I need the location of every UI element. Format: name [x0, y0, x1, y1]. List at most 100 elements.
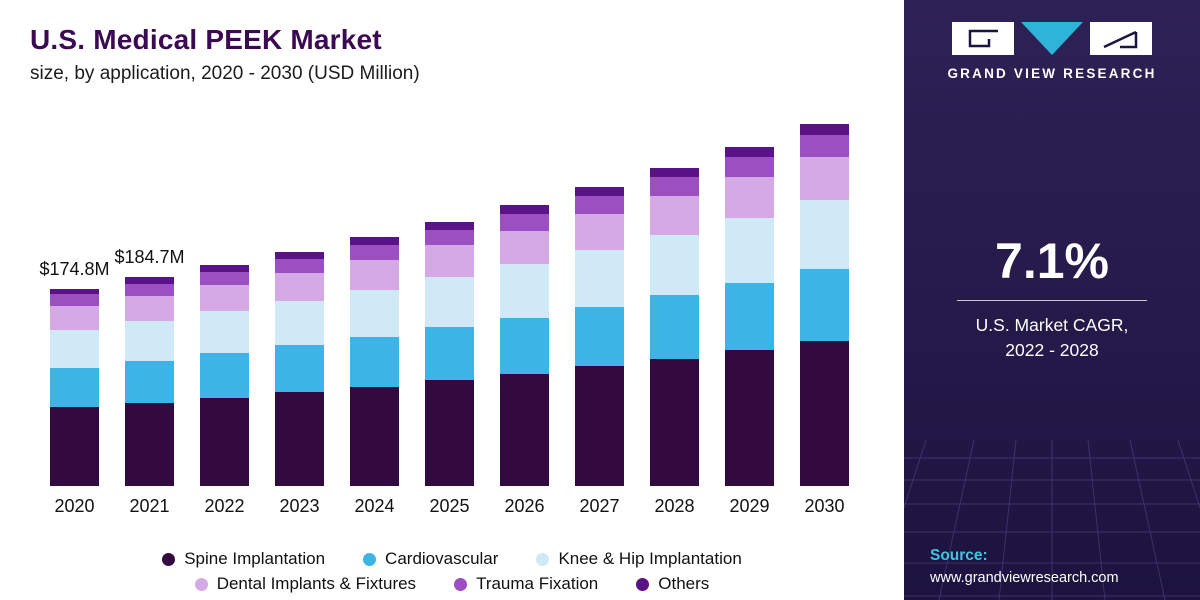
x-axis-label: 2029 [729, 496, 770, 516]
bar-total-label: $184.7M [114, 247, 185, 268]
bar-segment-spine-implantation [350, 386, 399, 486]
bar-segment-trauma-fixation [350, 245, 399, 260]
bar-column: 2029 [725, 146, 774, 518]
bar-column: 2023 [275, 251, 324, 518]
x-axis-label: 2025 [429, 496, 470, 516]
legend-dot [536, 552, 550, 566]
bar-stack [425, 221, 474, 486]
bar-segment-spine-implantation [725, 350, 774, 486]
bar-segment-others [800, 124, 849, 136]
mesh-decoration [904, 439, 1200, 600]
bar-segment-dental-implants-fixtures [650, 196, 699, 235]
bar-stack [500, 205, 549, 486]
bar-segment-dental-implants-fixtures [575, 214, 624, 250]
bar-segment-spine-implantation [800, 341, 849, 486]
brand-name: GRAND VIEW RESEARCH [947, 66, 1157, 81]
bar-column: 2028 [650, 167, 699, 518]
legend-dot [454, 577, 468, 591]
bar-segment-spine-implantation [500, 373, 549, 486]
x-axis-label: 2020 [54, 496, 95, 516]
bar-segment-knee-hip-implantation [725, 218, 774, 283]
bar-segment-cardiovascular [500, 317, 549, 374]
bar-segment-dental-implants-fixtures [350, 259, 399, 290]
bar-column: 2024 [350, 237, 399, 518]
legend-item: Cardiovascular [363, 549, 498, 569]
legend-dot [363, 552, 377, 566]
x-axis-label: 2026 [504, 496, 545, 516]
legend-label: Others [658, 574, 710, 593]
bar-segment-cardiovascular [425, 327, 474, 381]
side-panel: GRAND VIEW RESEARCH 7.1% U.S. Market CAG… [904, 0, 1200, 600]
page-title: U.S. Medical PEEK Market [30, 24, 382, 55]
logo-triangle-icon [1021, 22, 1083, 55]
legend-label: Spine Implantation [184, 549, 326, 568]
bar-segment-dental-implants-fixtures [800, 157, 849, 201]
bar-stack [275, 251, 324, 486]
source-block: Source: www.grandviewresearch.com [930, 547, 1119, 586]
legend-item: Trauma Fixation [454, 574, 598, 594]
x-axis-label: 2027 [579, 496, 620, 516]
brand-logo [904, 22, 1200, 55]
bar-segment-knee-hip-implantation [500, 264, 549, 318]
x-axis-label: 2028 [654, 496, 695, 516]
bar-column: 2025 [425, 221, 474, 518]
legend-dot [162, 552, 176, 566]
legend-item: Knee & Hip Implantation [536, 549, 742, 569]
bar-segment-trauma-fixation [275, 258, 324, 273]
x-axis-label: 2030 [804, 496, 845, 516]
cagr-label-line1: U.S. Market CAGR, [975, 315, 1129, 335]
logo-right-box [1090, 22, 1152, 55]
chart-header: U.S. Medical PEEK Market size, by applic… [30, 24, 420, 85]
bar-segment-trauma-fixation [500, 213, 549, 231]
bar-segment-spine-implantation [50, 407, 99, 486]
bar-segment-dental-implants-fixtures [275, 272, 324, 301]
bar-segment-others [425, 221, 474, 230]
bar-segment-others [200, 264, 249, 272]
legend-dot [194, 577, 208, 591]
bar-segment-others [50, 288, 99, 295]
bar-segment-cardiovascular [575, 306, 624, 367]
bar-segment-knee-hip-implantation [275, 300, 324, 346]
page-subtitle: size, by application, 2020 - 2030 (USD M… [30, 63, 420, 84]
bar-column: $174.8M 2020 [39, 259, 109, 518]
bar-segment-spine-implantation [425, 380, 474, 486]
cagr-block: 7.1% U.S. Market CAGR, 2022 - 2028 [904, 232, 1200, 364]
bar-segment-cardiovascular [650, 295, 699, 359]
bar-segment-cardiovascular [200, 353, 249, 398]
bar-segment-spine-implantation [125, 402, 174, 486]
cagr-value: 7.1% [995, 233, 1109, 289]
source-label: Source: [930, 547, 988, 564]
bar-segment-spine-implantation [275, 392, 324, 486]
bar-column: 2022 [200, 264, 249, 518]
bar-segment-others [275, 251, 324, 259]
bar-column: 2027 [575, 187, 624, 518]
bar-segment-cardiovascular [125, 360, 174, 403]
bar-segment-trauma-fixation [575, 196, 624, 215]
bar-segment-trauma-fixation [725, 157, 774, 178]
bar-segment-knee-hip-implantation [50, 330, 99, 368]
cagr-label-line2: 2022 - 2028 [1005, 340, 1099, 361]
logo-left-box [952, 22, 1014, 55]
bar-segment-others [125, 277, 174, 284]
bars-row: $174.8M 2020 $184.7M 2021 2022 2023 2024 2025 20… [39, 124, 849, 518]
bar-segment-dental-implants-fixtures [200, 284, 249, 312]
cagr-divider [957, 300, 1147, 301]
bar-segment-cardiovascular [50, 367, 99, 407]
bar-segment-knee-hip-implantation [125, 321, 174, 361]
bar-segment-others [350, 237, 399, 246]
legend-row-1: Spine Implantation Cardiovascular Knee & H… [162, 549, 742, 569]
bar-segment-others [500, 205, 549, 214]
bar-segment-cardiovascular [800, 269, 849, 342]
bar-stack [650, 167, 699, 486]
bar-segment-cardiovascular [725, 282, 774, 351]
bar-stack [725, 146, 774, 486]
bar-total-label: $174.8M [39, 258, 110, 279]
bar-segment-trauma-fixation [650, 177, 699, 197]
bar-column: $184.7M 2021 [114, 247, 184, 518]
bar-segment-dental-implants-fixtures [50, 306, 99, 330]
bar-segment-trauma-fixation [425, 229, 474, 246]
bar-segment-dental-implants-fixtures [725, 177, 774, 219]
legend-item: Others [636, 574, 709, 594]
bar-stack [575, 187, 624, 486]
